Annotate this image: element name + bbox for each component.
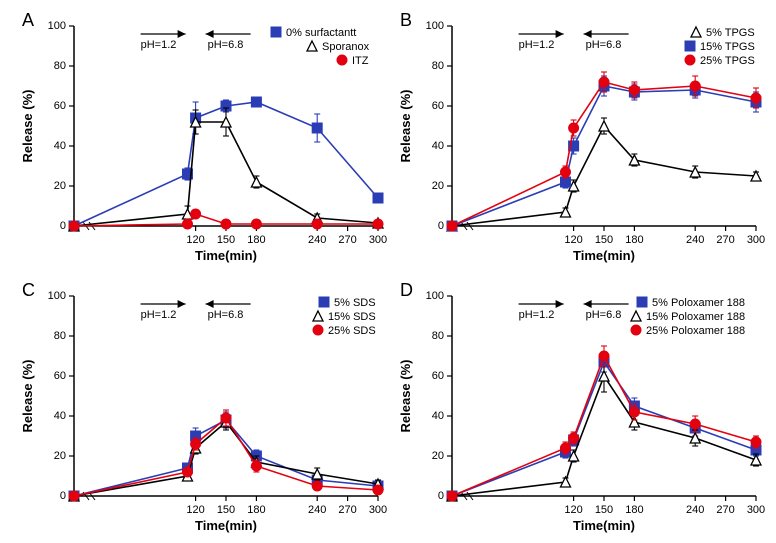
svg-text:270: 270 (716, 504, 734, 516)
svg-text:300: 300 (747, 234, 765, 246)
svg-text:40: 40 (54, 140, 66, 152)
svg-text:300: 300 (747, 504, 765, 516)
svg-text:150: 150 (217, 504, 235, 516)
svg-text:25% TPGS: 25% TPGS (700, 55, 755, 67)
svg-text:pH=1.2: pH=1.2 (141, 309, 177, 321)
svg-text:240: 240 (308, 234, 326, 246)
svg-text:180: 180 (247, 504, 265, 516)
svg-text:150: 150 (595, 504, 613, 516)
svg-text:20: 20 (54, 180, 66, 192)
svg-text:Release (%): Release (%) (398, 360, 413, 433)
svg-text:15% SDS: 15% SDS (328, 311, 376, 323)
svg-text:pH=6.8: pH=6.8 (208, 309, 244, 321)
svg-text:80: 80 (54, 60, 66, 72)
svg-text:20: 20 (432, 180, 444, 192)
svg-text:270: 270 (716, 234, 734, 246)
svg-text:120: 120 (564, 504, 582, 516)
svg-text:Time(min): Time(min) (573, 248, 635, 263)
svg-text:Time(min): Time(min) (573, 518, 635, 533)
svg-text:pH=1.2: pH=1.2 (141, 39, 177, 51)
svg-text:40: 40 (432, 140, 444, 152)
panel-d: 0 20 40 60 80 100 120 150 180 240 270 300 Time(min) R… (394, 278, 766, 538)
svg-text:270: 270 (338, 234, 356, 246)
svg-text:0: 0 (60, 220, 66, 232)
svg-text:40: 40 (54, 410, 66, 422)
svg-text:25% Poloxamer 188: 25% Poloxamer 188 (646, 325, 745, 337)
svg-text:100: 100 (48, 20, 66, 32)
svg-text:Time(min): Time(min) (195, 248, 257, 263)
release-figure: 0 20 40 60 80 100 120 150 180 240 270 300 Time(min) R… (0, 0, 776, 543)
svg-text:pH=1.2: pH=1.2 (519, 39, 555, 51)
panel-b: 0 20 40 60 80 100 120 150 180 240 270 300 Time(min) R… (394, 8, 766, 268)
svg-text:Sporanox: Sporanox (322, 41, 370, 53)
svg-text:0: 0 (438, 490, 444, 502)
svg-text:20: 20 (432, 450, 444, 462)
svg-text:100: 100 (426, 20, 444, 32)
chart-c: 0 20 40 60 80 100 120 150 180 240 270 300 Time(min) R… (16, 278, 388, 538)
svg-text:120: 120 (186, 504, 204, 516)
svg-text:60: 60 (54, 370, 66, 382)
svg-text:80: 80 (432, 60, 444, 72)
svg-text:pH=6.8: pH=6.8 (586, 309, 622, 321)
svg-text:60: 60 (432, 100, 444, 112)
svg-text:300: 300 (369, 504, 387, 516)
svg-text:80: 80 (54, 330, 66, 342)
svg-text:15% TPGS: 15% TPGS (700, 41, 755, 53)
svg-text:180: 180 (625, 234, 643, 246)
svg-text:180: 180 (625, 504, 643, 516)
svg-text:Release (%): Release (%) (20, 90, 35, 163)
svg-text:240: 240 (686, 504, 704, 516)
svg-text:0: 0 (438, 220, 444, 232)
svg-text:5% Poloxamer 188: 5% Poloxamer 188 (652, 297, 745, 309)
svg-text:Release (%): Release (%) (398, 90, 413, 163)
svg-text:pH=1.2: pH=1.2 (519, 309, 555, 321)
svg-text:ITZ: ITZ (352, 55, 369, 67)
svg-text:270: 270 (338, 504, 356, 516)
svg-text:60: 60 (54, 100, 66, 112)
svg-text:60: 60 (432, 370, 444, 382)
svg-text:120: 120 (186, 234, 204, 246)
svg-text:0: 0 (60, 490, 66, 502)
svg-text:Release (%): Release (%) (20, 360, 35, 433)
svg-text:180: 180 (247, 234, 265, 246)
svg-text:20: 20 (54, 450, 66, 462)
svg-text:80: 80 (432, 330, 444, 342)
panel-label-d: D (400, 280, 413, 300)
svg-text:pH=6.8: pH=6.8 (208, 39, 244, 51)
svg-text:15% Poloxamer 188: 15% Poloxamer 188 (646, 311, 745, 323)
chart-a: 0 20 40 60 80 100 120 150 180 240 270 300 Time(min) R… (16, 8, 388, 268)
svg-text:5% TPGS: 5% TPGS (706, 27, 755, 39)
svg-text:100: 100 (48, 290, 66, 302)
svg-text:Time(min): Time(min) (195, 518, 257, 533)
svg-text:100: 100 (426, 290, 444, 302)
svg-text:240: 240 (308, 504, 326, 516)
svg-text:150: 150 (595, 234, 613, 246)
svg-text:5% SDS: 5% SDS (334, 297, 376, 309)
chart-d: 0 20 40 60 80 100 120 150 180 240 270 300 Time(min) R… (394, 278, 766, 538)
svg-text:pH=6.8: pH=6.8 (586, 39, 622, 51)
panel-label-a: A (22, 10, 34, 30)
panel-a: 0 20 40 60 80 100 120 150 180 240 270 300 Time(min) R… (16, 8, 388, 268)
svg-text:25% SDS: 25% SDS (328, 325, 376, 337)
chart-b: 0 20 40 60 80 100 120 150 180 240 270 300 Time(min) R… (394, 8, 766, 268)
svg-text:300: 300 (369, 234, 387, 246)
svg-text:0% surfactantt: 0% surfactantt (286, 27, 356, 39)
svg-text:240: 240 (686, 234, 704, 246)
panel-c: 0 20 40 60 80 100 120 150 180 240 270 300 Time(min) R… (16, 278, 388, 538)
svg-text:120: 120 (564, 234, 582, 246)
panel-label-c: C (22, 280, 35, 300)
svg-text:40: 40 (432, 410, 444, 422)
svg-text:150: 150 (217, 234, 235, 246)
panel-label-b: B (400, 10, 412, 30)
